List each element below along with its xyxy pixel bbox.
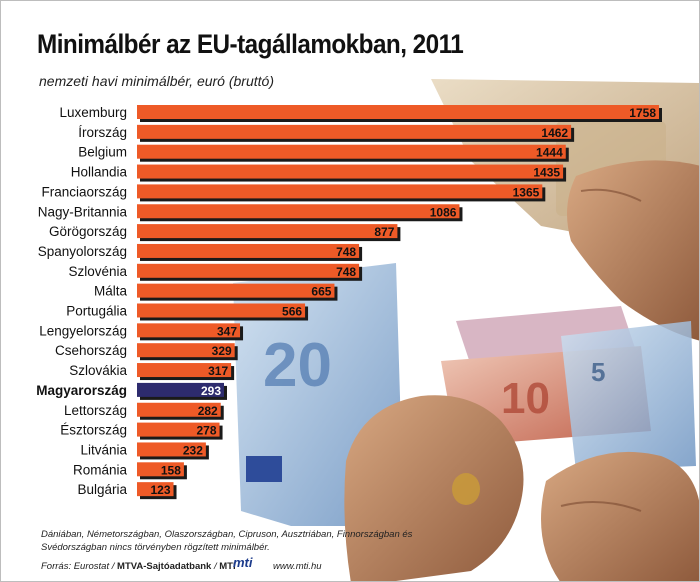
category-label-romania: Románia: [73, 462, 128, 477]
value-label-lengyelorszag: 347: [217, 324, 237, 338]
category-label-luxemburg: Luxemburg: [59, 105, 127, 120]
bar-irorszag: [137, 124, 572, 139]
bar-romania: [137, 462, 184, 477]
category-label-spanyolorszag: Spanyolország: [38, 244, 127, 259]
value-label-romania: 158: [161, 463, 181, 477]
bar-malta: [137, 283, 335, 298]
svg-text:20: 20: [263, 331, 332, 400]
chart-title: Minimálbér az EU-tagállamokban, 2011: [37, 29, 464, 59]
bar-szlovakia: [137, 363, 232, 378]
category-label-szlovenia: Szlovénia: [68, 264, 127, 279]
bar-hollandia: [137, 164, 564, 179]
category-label-malta: Málta: [94, 284, 128, 299]
value-label-nagy-britannia: 1086: [430, 205, 457, 219]
svg-text:10: 10: [501, 374, 550, 423]
bar-esztorszag: [137, 422, 220, 437]
chart-subtitle: nemzeti havi minimálbér, euró (bruttó): [39, 73, 274, 89]
value-label-franciaorszag: 1365: [513, 185, 540, 199]
bar-franciaorszag: [137, 184, 543, 199]
value-label-irorszag: 1462: [541, 126, 568, 140]
bar-luxemburg: [137, 105, 659, 119]
category-label-gorogorszag: Görögország: [49, 224, 127, 239]
source-prefix: Forrás: Eurostat /: [41, 561, 118, 572]
source-separator: /: [211, 561, 220, 572]
value-label-luxemburg: 1758: [629, 106, 656, 120]
category-label-litvania: Litvánia: [80, 442, 127, 457]
category-label-belgium: Belgium: [78, 145, 127, 160]
bar-szlovenia: [137, 263, 360, 278]
bar-lettorszag: [137, 402, 221, 417]
bar-csehorszag: [137, 343, 235, 358]
category-label-franciaorszag: Franciaország: [41, 184, 127, 199]
value-label-hollandia: 1435: [533, 166, 560, 180]
category-label-lengyelorszag: Lengyelország: [39, 323, 127, 338]
category-label-csehorszag: Csehország: [55, 343, 127, 358]
source-line: Forrás: Eurostat / MTVA-Sajtóadatbank / …: [41, 561, 236, 572]
value-label-lettorszag: 282: [198, 404, 218, 418]
value-label-esztorszag: 278: [197, 424, 217, 438]
mti-logo: mti: [233, 555, 253, 570]
category-label-hollandia: Hollandia: [71, 165, 128, 180]
value-label-gorogorszag: 877: [374, 225, 394, 239]
hands-bottom: [344, 395, 699, 581]
category-label-szlovakia: Szlovákia: [69, 363, 127, 378]
bar-litvania: [137, 442, 206, 457]
bar-nagy-britannia: [137, 204, 460, 219]
category-label-irorszag: Írország: [78, 125, 127, 140]
category-label-magyarorszag: Magyarország: [36, 383, 127, 398]
category-label-lettorszag: Lettország: [64, 403, 127, 418]
bar-belgium: [137, 144, 566, 159]
value-label-magyarorszag: 293: [201, 384, 221, 398]
value-label-spanyolorszag: 748: [336, 245, 356, 259]
category-label-esztorszag: Észtország: [60, 423, 127, 438]
source-mti: MTI: [219, 561, 236, 572]
bar-spanyolorszag: [137, 243, 360, 258]
value-label-szlovakia: 317: [208, 364, 228, 378]
website-link[interactable]: www.mti.hu: [273, 561, 322, 572]
footnote: Dániában, Németországban, Olaszországban…: [41, 529, 413, 553]
value-label-szlovenia: 748: [336, 265, 356, 279]
bar-portugalia: [137, 303, 306, 318]
hand-top-right: [567, 160, 699, 341]
value-label-csehorszag: 329: [212, 344, 232, 358]
value-label-bulgaria: 123: [150, 483, 170, 497]
banknote-stack: 10 5: [441, 306, 696, 471]
bar-bulgaria: [137, 482, 174, 497]
svg-text:5: 5: [591, 357, 605, 387]
category-label-portugalia: Portugália: [66, 304, 127, 319]
value-label-malta: 665: [311, 285, 331, 299]
category-label-bulgaria: Bulgária: [77, 482, 127, 497]
value-label-belgium: 1444: [536, 146, 563, 160]
bar-lengyelorszag: [137, 323, 241, 338]
bar-gorogorszag: [137, 224, 398, 239]
value-label-portugalia: 566: [282, 305, 302, 319]
bar-magyarorszag: [137, 382, 224, 397]
value-label-litvania: 232: [183, 443, 203, 457]
source-agency: MTVA-Sajtóadatbank: [117, 561, 212, 572]
category-label-nagy-britannia: Nagy-Britannia: [38, 204, 128, 219]
